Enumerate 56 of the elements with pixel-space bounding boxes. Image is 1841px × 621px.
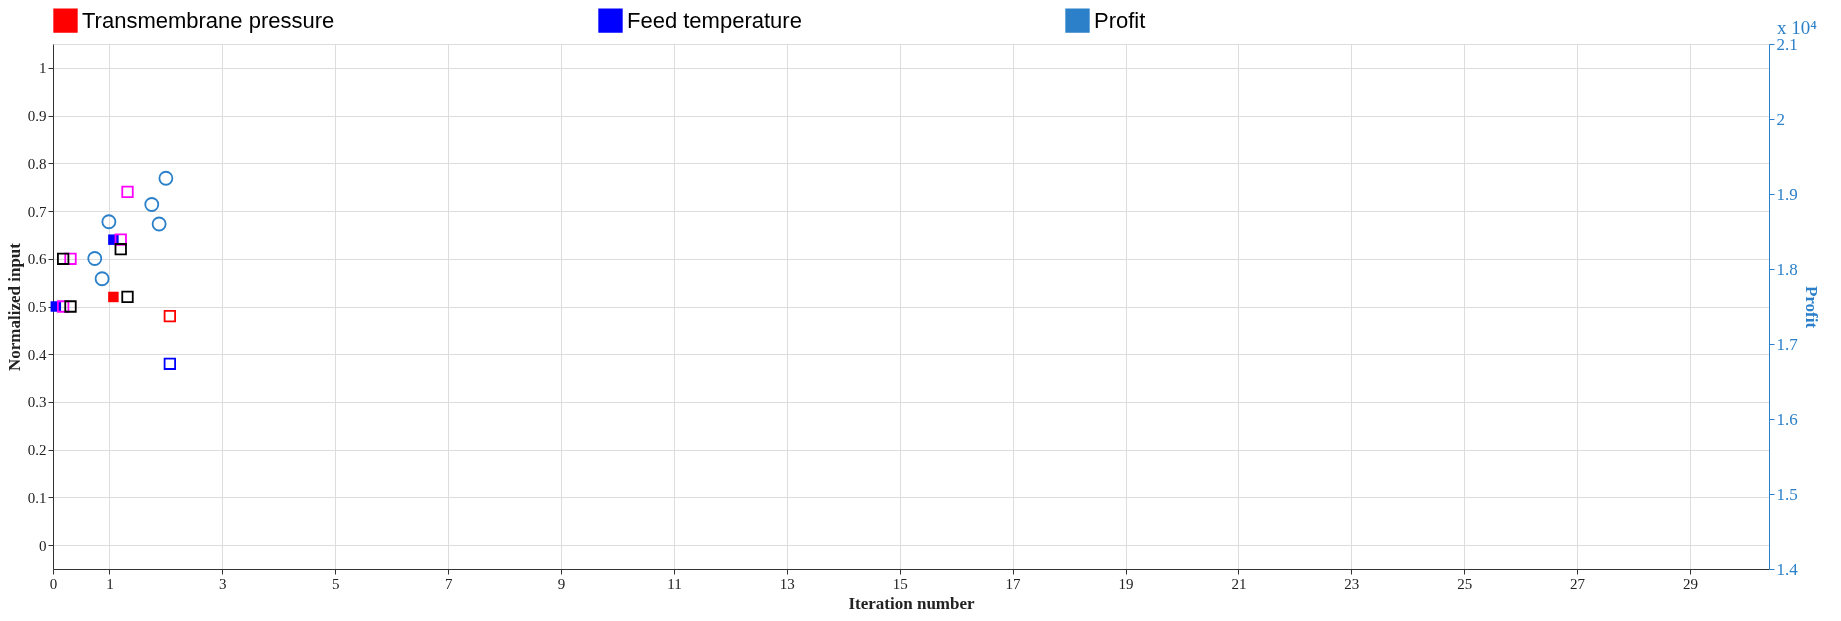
y2-tick-label: 1.9	[1776, 184, 1798, 204]
y-tick-label: 0.5	[27, 299, 47, 315]
y-tick-label: 0.3	[27, 394, 47, 411]
x-tick-label: 17	[1005, 575, 1022, 592]
y-tick-label: 0.6	[27, 251, 47, 268]
point	[163, 309, 176, 323]
point	[121, 290, 134, 304]
x-axis-title: Iteration number	[848, 593, 975, 613]
y-axis-title: Normalized input	[4, 242, 24, 371]
y-tick-label: 0.2	[27, 442, 47, 459]
x-tick-label: 13	[779, 575, 795, 592]
x-tick-label: 15	[892, 575, 908, 592]
y2-tick-label: 1.8	[1776, 259, 1798, 279]
y2-tick-label: 1.6	[1776, 409, 1798, 429]
y2-tick-label: 1.4	[1776, 559, 1799, 579]
x-tick-label: 5	[331, 575, 340, 592]
y-tick-label: 0.7	[27, 203, 47, 220]
x-tick-label: 29	[1682, 575, 1698, 592]
x-tick-label: 1	[106, 575, 114, 592]
y2-tick-label: 1.7	[1776, 334, 1799, 354]
point	[163, 357, 176, 370]
y2-axis-title: Profit	[1801, 285, 1821, 329]
legend-label: Profit	[1094, 7, 1146, 33]
x-tick-label: 25	[1457, 575, 1473, 592]
point	[57, 252, 70, 265]
point	[114, 233, 127, 246]
point	[64, 252, 77, 265]
x-tick-label: 9	[557, 575, 566, 592]
x-tick-label: 3	[219, 575, 227, 592]
legend-label: Transmembrane pressure	[82, 7, 335, 33]
x-tick-label: 23	[1344, 575, 1360, 592]
x-tick-label: 27	[1570, 575, 1586, 592]
legend-label: Feed temperature	[627, 7, 802, 33]
y-tick-label: 0.8	[27, 155, 47, 172]
y-tick-label: 1	[39, 60, 47, 77]
point	[57, 300, 70, 313]
point	[151, 216, 167, 232]
point	[94, 271, 110, 287]
point	[108, 291, 119, 303]
y-tick-label: 0.1	[27, 489, 47, 506]
y-tick-label: 0.9	[27, 108, 47, 125]
x-tick-label: 11	[667, 575, 682, 592]
point	[121, 185, 134, 199]
point	[101, 214, 117, 230]
point	[158, 170, 174, 186]
y-tick-label: 0.4	[27, 346, 47, 363]
x-tick-label: 21	[1231, 575, 1247, 592]
point	[144, 197, 160, 212]
y-tick-label: 0	[39, 537, 47, 554]
point	[114, 243, 127, 256]
point	[64, 300, 77, 313]
y2-tick-label: 2	[1776, 109, 1785, 129]
x-tick-label: 7	[444, 575, 453, 592]
y2-tick-label: 1.5	[1776, 484, 1798, 504]
point	[87, 251, 103, 266]
x-tick-label: 19	[1118, 575, 1134, 592]
